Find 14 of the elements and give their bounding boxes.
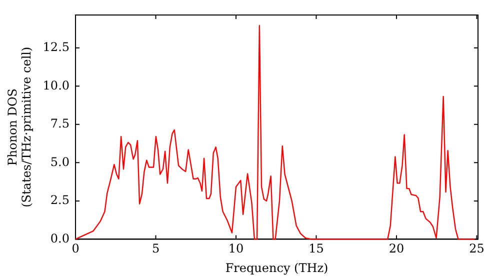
y-tick-label: 10.0	[42, 78, 70, 92]
x-tick-label: 0	[72, 242, 80, 256]
x-tick-label: 15	[308, 242, 324, 256]
y-tick-label: 2.5	[50, 193, 70, 208]
y-tick-label: 0.0	[50, 231, 70, 246]
x-tick-label: 25	[469, 242, 484, 256]
y-tick-label: 7.5	[50, 116, 70, 131]
y-tick-label: 5.0	[50, 154, 70, 169]
y-tick-label: 12.5	[42, 40, 70, 54]
x-axis-title: Frequency (THz)	[225, 260, 328, 275]
x-tick-label: 20	[388, 242, 404, 256]
x-tick-label: 5	[152, 242, 160, 256]
x-tick-label: 10	[228, 242, 244, 256]
y-axis-title: Phonon DOS (States/THz·primitive cell)	[5, 46, 34, 208]
